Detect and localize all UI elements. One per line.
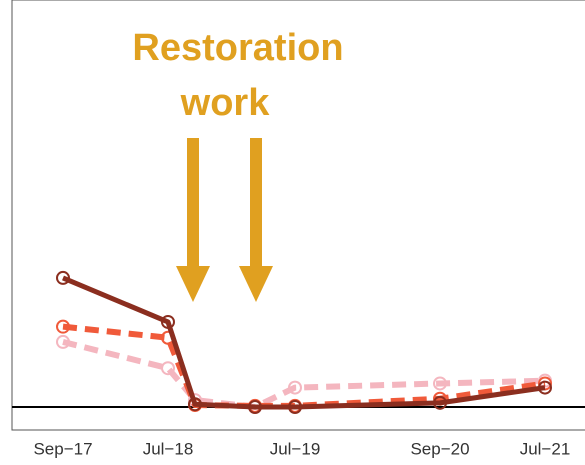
point <box>188 397 202 412</box>
point <box>433 395 447 410</box>
point <box>248 400 262 414</box>
annotation: work <box>180 82 271 124</box>
arrow-head <box>176 266 210 302</box>
arrow-head <box>239 266 273 302</box>
arrow-shaft <box>187 138 199 268</box>
plot-frame <box>11 0 585 431</box>
x-tick-label: Sep−20 <box>410 439 469 458</box>
arrow-shaft <box>250 138 262 268</box>
point <box>56 319 70 334</box>
point <box>288 400 302 414</box>
x-tick-label: Jul−18 <box>143 439 194 458</box>
arrows <box>176 138 273 302</box>
series-line <box>62 275 546 410</box>
point <box>538 380 552 395</box>
point <box>433 376 447 391</box>
point <box>56 334 70 349</box>
series-line <box>62 323 546 409</box>
annotation: Restoration <box>132 27 343 69</box>
point <box>161 361 175 376</box>
x-tick-label: Sep−17 <box>33 439 92 458</box>
point <box>161 314 175 329</box>
point <box>56 270 70 285</box>
x-tick-label: Jul−21 <box>520 439 571 458</box>
x-tick-label: Jul−19 <box>270 439 321 458</box>
point <box>288 380 302 395</box>
